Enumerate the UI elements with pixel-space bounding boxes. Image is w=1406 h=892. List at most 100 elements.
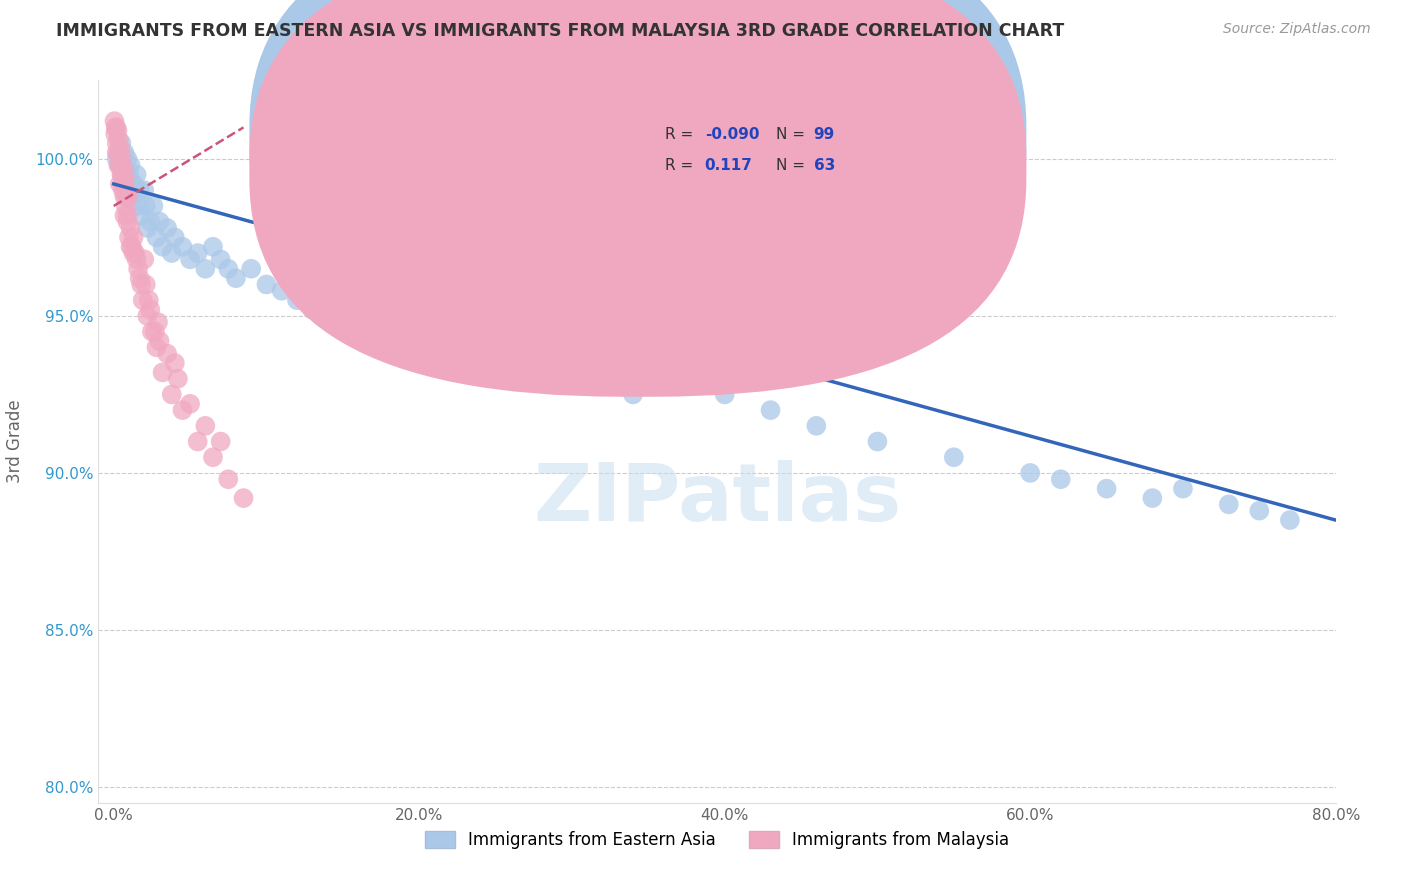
Point: [363, 302, 385, 317]
Point: [107, 145, 129, 160]
Point: [110, 136, 132, 150]
Point: [499, 356, 522, 370]
Point: [139, 214, 162, 228]
Point: [112, 161, 135, 176]
Point: [104, 120, 127, 135]
Point: [129, 208, 152, 222]
Text: N =: N =: [776, 158, 810, 172]
Point: [316, 284, 339, 298]
Point: [111, 168, 134, 182]
Point: [1278, 513, 1301, 527]
Text: R =: R =: [665, 127, 699, 142]
Point: [148, 334, 170, 348]
Point: [105, 136, 128, 150]
Point: [592, 372, 614, 386]
Point: [134, 183, 156, 197]
Point: [187, 246, 209, 260]
Point: [156, 346, 179, 360]
Point: [105, 145, 128, 160]
Point: [117, 208, 139, 222]
Point: [128, 271, 150, 285]
Point: [111, 152, 134, 166]
Point: [104, 120, 127, 135]
Point: [209, 434, 232, 449]
Point: [111, 168, 134, 182]
Point: [112, 189, 135, 203]
Point: [110, 168, 132, 182]
Point: [143, 325, 166, 339]
Point: [132, 293, 155, 308]
Point: [232, 491, 254, 505]
Point: [392, 309, 415, 323]
Point: [225, 271, 247, 285]
Point: [115, 183, 138, 197]
Point: [110, 142, 132, 156]
Point: [122, 230, 145, 244]
Point: [125, 168, 148, 182]
Point: [423, 315, 446, 329]
Point: [124, 246, 146, 260]
Point: [1049, 472, 1071, 486]
Point: [108, 177, 131, 191]
Point: [117, 214, 139, 228]
Point: [108, 133, 131, 147]
FancyBboxPatch shape: [249, 0, 1026, 366]
Text: 63: 63: [814, 158, 835, 172]
Point: [561, 346, 583, 360]
Point: [115, 189, 138, 203]
Point: [179, 252, 201, 267]
Point: [104, 127, 127, 141]
Point: [713, 387, 735, 401]
Legend: Immigrants from Eastern Asia, Immigrants from Malaysia: Immigrants from Eastern Asia, Immigrants…: [418, 824, 1017, 856]
Point: [530, 366, 553, 380]
Text: R =: R =: [665, 158, 699, 172]
Point: [127, 261, 149, 276]
Point: [285, 293, 308, 308]
Point: [145, 340, 167, 354]
Point: [105, 152, 128, 166]
Point: [546, 356, 568, 370]
Text: Source: ZipAtlas.com: Source: ZipAtlas.com: [1223, 22, 1371, 37]
Point: [142, 199, 165, 213]
Point: [156, 221, 179, 235]
Point: [1249, 503, 1271, 517]
Point: [1171, 482, 1194, 496]
Point: [163, 356, 186, 370]
Point: [107, 123, 129, 137]
Text: 99: 99: [814, 127, 835, 142]
Point: [187, 434, 209, 449]
Point: [866, 434, 889, 449]
Point: [108, 158, 131, 172]
Point: [136, 221, 159, 235]
Point: [141, 325, 163, 339]
Point: [332, 309, 354, 323]
Point: [112, 208, 135, 222]
Point: [209, 252, 232, 267]
Y-axis label: 3rd Grade: 3rd Grade: [7, 400, 24, 483]
Point: [117, 152, 139, 166]
Point: [1019, 466, 1042, 480]
Point: [135, 277, 157, 292]
Point: [347, 293, 370, 308]
Point: [148, 214, 170, 228]
Point: [1095, 482, 1118, 496]
Point: [138, 293, 160, 308]
Point: [152, 366, 174, 380]
Point: [134, 252, 156, 267]
Point: [111, 177, 134, 191]
Point: [1142, 491, 1164, 505]
Point: [652, 372, 675, 386]
Point: [120, 240, 142, 254]
Point: [163, 230, 186, 244]
Point: [759, 403, 782, 417]
Point: [115, 183, 138, 197]
Point: [108, 158, 131, 172]
Point: [201, 240, 224, 254]
Point: [120, 158, 142, 172]
Point: [111, 183, 134, 197]
Point: [145, 230, 167, 244]
Point: [127, 199, 149, 213]
Point: [683, 378, 706, 392]
FancyBboxPatch shape: [612, 109, 903, 193]
Point: [129, 277, 152, 292]
